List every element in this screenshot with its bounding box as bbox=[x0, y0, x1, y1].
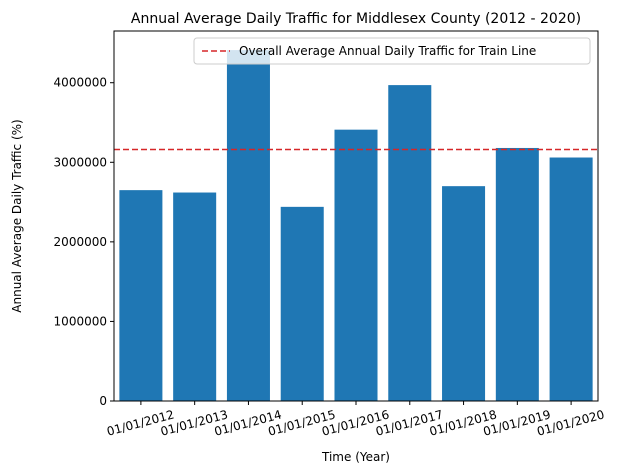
bar-01/01/2012 bbox=[119, 190, 163, 401]
y-tick-label: 3000000 bbox=[54, 155, 107, 169]
bar-01/01/2017 bbox=[388, 85, 432, 401]
legend: Overall Average Annual Daily Traffic for… bbox=[193, 37, 591, 65]
x-axis-label: Time (Year) bbox=[321, 450, 390, 464]
y-tick-label: 4000000 bbox=[54, 76, 107, 90]
bar-01/01/2013 bbox=[173, 192, 217, 401]
legend-label: Overall Average Annual Daily Traffic for… bbox=[239, 44, 536, 58]
bar-01/01/2019 bbox=[495, 147, 539, 401]
y-tick-label: 1000000 bbox=[54, 314, 107, 328]
bar-01/01/2018 bbox=[442, 186, 486, 401]
chart-title: Annual Average Daily Traffic for Middles… bbox=[131, 11, 581, 27]
bar-01/01/2016 bbox=[334, 129, 378, 401]
y-tick-label: 0 bbox=[99, 394, 107, 408]
bar-01/01/2020 bbox=[549, 157, 593, 401]
legend-box bbox=[193, 37, 591, 65]
bar-01/01/2014 bbox=[226, 50, 270, 402]
y-axis-label: Annual Average Daily Traffic (%) bbox=[10, 119, 24, 312]
plot-area: 0100000020000003000000400000001/01/20120… bbox=[54, 30, 606, 439]
bar-01/01/2015 bbox=[280, 206, 324, 401]
y-tick-label: 2000000 bbox=[54, 235, 107, 249]
